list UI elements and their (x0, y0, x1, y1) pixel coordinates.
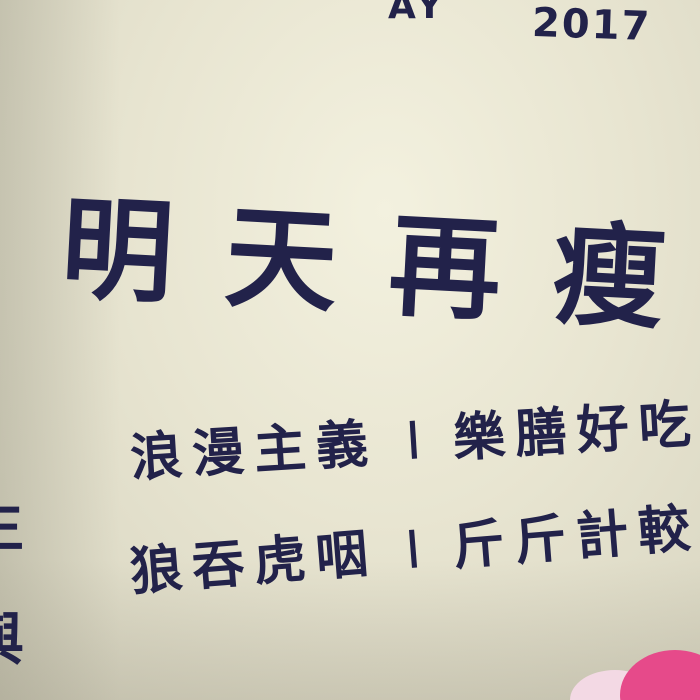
cropped-left-char: 生 (0, 478, 24, 562)
phrase-right: 斤斤計較 (450, 498, 700, 578)
cropped-top-text: AY (388, 0, 447, 27)
corner-pink-shape (620, 650, 700, 700)
separator: I (403, 520, 424, 582)
phrase-right: 樂膳好吃 (451, 394, 700, 470)
cropped-left-char: 與 (0, 592, 24, 676)
separator: I (404, 411, 423, 473)
year-label: 2017 (531, 0, 653, 51)
sign-title: 明天再瘦 (58, 184, 700, 349)
phrase-row-2: 狼吞虎咽 I 斤斤計較 (127, 485, 700, 605)
phrase-left: 狼吞虎咽 (128, 523, 381, 603)
phrase-left: 浪漫主義 (128, 413, 380, 489)
phrase-row-1: 浪漫主義 I 樂膳好吃 (128, 381, 700, 491)
